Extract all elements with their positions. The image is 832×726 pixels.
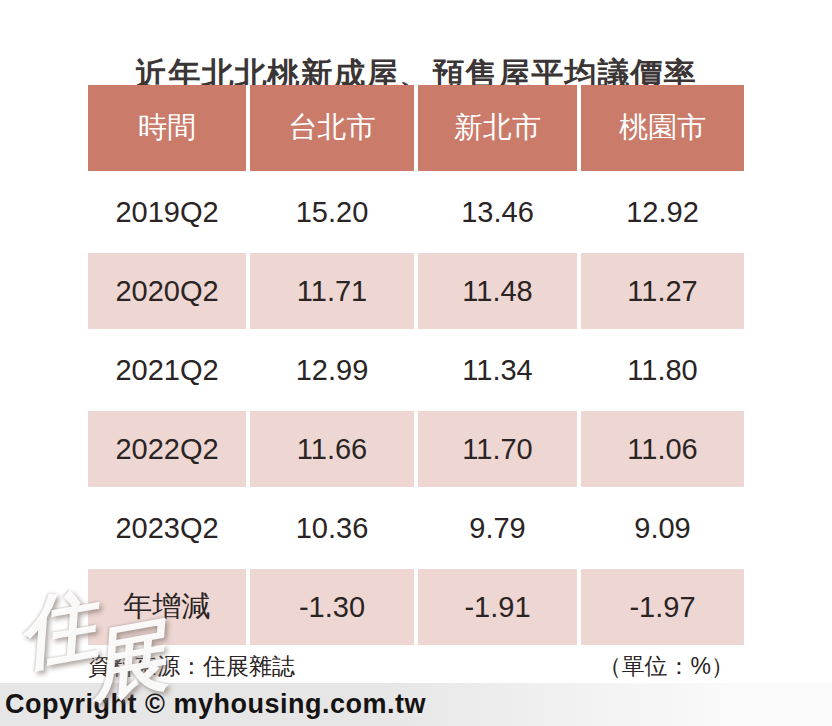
table-cell: 9.09 bbox=[581, 490, 744, 566]
copyright-strip: Copyright © myhousing.com.tw bbox=[0, 683, 832, 726]
table-cell: 12.99 bbox=[250, 332, 414, 408]
table-cell: 2022Q2 bbox=[88, 411, 246, 487]
table-cell: 年增減 bbox=[88, 569, 246, 645]
footer-row: 資料來源：住展雜誌 （單位：%） bbox=[88, 651, 734, 682]
table-cell: 2020Q2 bbox=[88, 253, 246, 329]
column-header-taipei: 台北市 bbox=[250, 85, 414, 171]
table-cell: 13.46 bbox=[418, 174, 577, 250]
table-cell: 10.36 bbox=[250, 490, 414, 566]
table-cell: 15.20 bbox=[250, 174, 414, 250]
rate-table: 時間 台北市 新北市 桃園市 2019Q2 15.20 13.46 12.92 … bbox=[88, 85, 744, 645]
table-cell: 11.48 bbox=[418, 253, 577, 329]
table-cell: 2019Q2 bbox=[88, 174, 246, 250]
unit-label: （單位：%） bbox=[599, 651, 734, 682]
table-cell: -1.30 bbox=[250, 569, 414, 645]
table-cell: 12.92 bbox=[581, 174, 744, 250]
table-cell: 11.34 bbox=[418, 332, 577, 408]
table-cell: 11.06 bbox=[581, 411, 744, 487]
table-cell: -1.97 bbox=[581, 569, 744, 645]
table-cell: 11.66 bbox=[250, 411, 414, 487]
table-cell: -1.91 bbox=[418, 569, 577, 645]
column-header-new-taipei: 新北市 bbox=[418, 85, 577, 171]
table-cell: 2021Q2 bbox=[88, 332, 246, 408]
table-cell: 9.79 bbox=[418, 490, 577, 566]
column-header-taoyuan: 桃園市 bbox=[581, 85, 744, 171]
table-cell: 11.27 bbox=[581, 253, 744, 329]
data-source-label: 資料來源：住展雜誌 bbox=[88, 651, 295, 682]
copyright-text: Copyright © myhousing.com.tw bbox=[0, 689, 426, 720]
table-cell: 11.71 bbox=[250, 253, 414, 329]
table-cell: 11.80 bbox=[581, 332, 744, 408]
table-cell: 11.70 bbox=[418, 411, 577, 487]
column-header-time: 時間 bbox=[88, 85, 246, 171]
table-cell: 2023Q2 bbox=[88, 490, 246, 566]
